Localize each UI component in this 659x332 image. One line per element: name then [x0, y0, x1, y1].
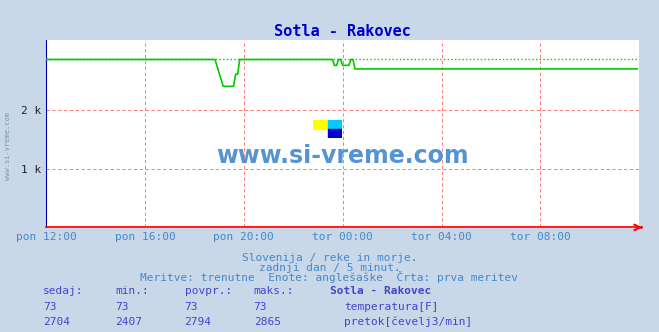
Text: 2704: 2704 [43, 317, 70, 327]
Text: Sotla - Rakovec: Sotla - Rakovec [330, 286, 431, 296]
Text: povpr.:: povpr.: [185, 286, 232, 296]
Bar [313, 120, 328, 128]
Text: www.si-vreme.com: www.si-vreme.com [5, 112, 11, 180]
Text: 73: 73 [185, 302, 198, 312]
Text: min.:: min.: [115, 286, 149, 296]
Bar [328, 120, 342, 128]
Text: 2865: 2865 [254, 317, 281, 327]
Text: 73: 73 [43, 302, 56, 312]
Text: pretok[čevelj3/min]: pretok[čevelj3/min] [344, 316, 473, 327]
Text: 73: 73 [254, 302, 267, 312]
Text: 73: 73 [115, 302, 129, 312]
Text: 2407: 2407 [115, 317, 142, 327]
Title: Sotla - Rakovec: Sotla - Rakovec [274, 24, 411, 39]
Text: sedaj:: sedaj: [43, 286, 83, 296]
Text: zadnji dan / 5 minut.: zadnji dan / 5 minut. [258, 263, 401, 273]
Text: www.si-vreme.com: www.si-vreme.com [216, 144, 469, 168]
Text: Meritve: trenutne  Enote: anglešaške  Črta: prva meritev: Meritve: trenutne Enote: anglešaške Črta… [140, 271, 519, 283]
Text: Slovenija / reke in morje.: Slovenija / reke in morje. [242, 253, 417, 263]
Text: temperatura[F]: temperatura[F] [344, 302, 438, 312]
Text: maks.:: maks.: [254, 286, 294, 296]
Bar [328, 128, 342, 138]
Text: 2794: 2794 [185, 317, 212, 327]
